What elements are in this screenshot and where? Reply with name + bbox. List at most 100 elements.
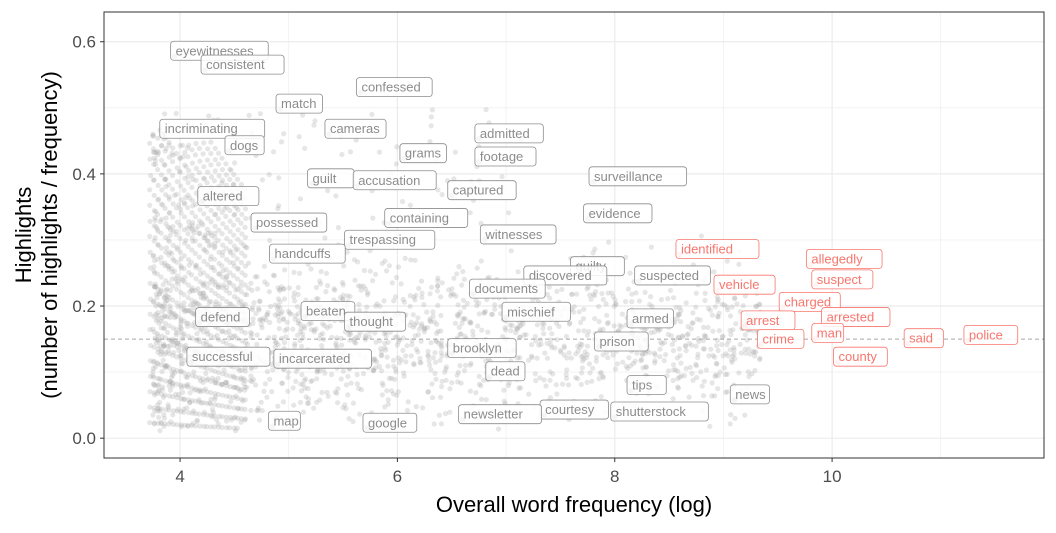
data-point	[155, 338, 161, 344]
data-point	[464, 300, 470, 306]
data-point	[425, 324, 431, 331]
data-point	[181, 383, 187, 389]
data-point	[200, 282, 206, 289]
data-point	[446, 287, 452, 293]
data-point	[241, 380, 247, 387]
data-point	[385, 401, 391, 407]
data-point	[189, 385, 195, 391]
data-point	[428, 114, 434, 120]
data-point	[166, 393, 172, 399]
data-point	[267, 303, 274, 310]
data-point	[190, 310, 196, 317]
data-point	[248, 334, 254, 340]
data-point	[150, 373, 156, 379]
data-point	[365, 290, 371, 296]
data-point	[675, 312, 682, 318]
data-point	[196, 336, 202, 342]
data-point	[430, 313, 436, 319]
data-point	[451, 291, 457, 297]
data-point	[158, 230, 164, 236]
word-label-successful: successful	[186, 346, 271, 367]
data-point	[473, 390, 479, 396]
data-point	[201, 296, 207, 302]
data-point	[155, 242, 161, 248]
word-label-altered: altered	[197, 186, 260, 207]
label-text: courtesy	[545, 402, 595, 417]
data-point	[250, 320, 256, 326]
data-point	[152, 392, 158, 398]
data-point	[489, 311, 495, 317]
data-point	[152, 235, 158, 241]
data-point	[174, 354, 180, 360]
data-point	[235, 236, 241, 242]
data-point	[239, 328, 245, 334]
data-point	[453, 293, 459, 299]
data-point	[256, 417, 263, 423]
label-box	[811, 323, 845, 343]
data-point	[185, 295, 191, 301]
data-point	[177, 156, 183, 162]
data-point	[238, 416, 244, 422]
word-label-dogs: dogs	[224, 135, 265, 156]
data-point	[244, 292, 250, 298]
data-point	[407, 322, 413, 328]
data-point	[426, 358, 432, 364]
data-point	[657, 346, 663, 352]
data-point	[313, 326, 319, 332]
data-point	[193, 276, 199, 282]
data-point	[155, 408, 161, 414]
data-point	[364, 292, 371, 298]
data-point	[679, 333, 686, 339]
data-point	[749, 371, 755, 377]
data-point	[314, 376, 320, 382]
data-point	[356, 301, 362, 307]
data-point	[458, 331, 464, 337]
data-point	[415, 315, 421, 321]
data-point	[455, 379, 461, 385]
data-point	[204, 389, 210, 395]
data-point	[454, 312, 460, 318]
data-point	[163, 363, 169, 369]
data-point	[259, 318, 265, 324]
data-point	[148, 342, 154, 349]
data-point	[378, 353, 384, 359]
data-point	[296, 134, 302, 140]
data-point	[208, 333, 214, 339]
data-point	[236, 300, 242, 306]
data-point	[461, 368, 468, 374]
data-point	[689, 370, 695, 376]
data-point	[193, 165, 199, 171]
data-point	[729, 304, 735, 310]
data-point	[294, 332, 301, 338]
data-point	[223, 225, 229, 231]
data-point	[716, 310, 722, 316]
data-point	[164, 314, 171, 320]
data-point	[152, 215, 158, 221]
data-point	[583, 355, 590, 361]
data-point	[155, 148, 161, 154]
data-point	[215, 150, 222, 156]
data-point	[232, 160, 238, 166]
data-point	[285, 374, 291, 380]
data-point	[170, 242, 176, 248]
data-point	[351, 257, 358, 263]
data-point	[714, 337, 720, 343]
data-point	[182, 422, 188, 428]
data-point	[384, 268, 390, 274]
data-point	[647, 301, 653, 308]
data-point	[300, 331, 306, 337]
data-point	[204, 424, 210, 430]
data-point	[152, 281, 158, 287]
data-point	[174, 422, 180, 428]
data-point	[189, 247, 195, 253]
data-point	[243, 215, 249, 222]
data-point	[161, 341, 167, 347]
data-point	[231, 172, 237, 178]
data-point	[162, 176, 168, 183]
data-point	[740, 303, 746, 309]
data-point	[481, 309, 487, 315]
data-point	[249, 305, 255, 311]
label-box	[634, 265, 711, 286]
word-label-beaten: beaten	[300, 301, 356, 322]
